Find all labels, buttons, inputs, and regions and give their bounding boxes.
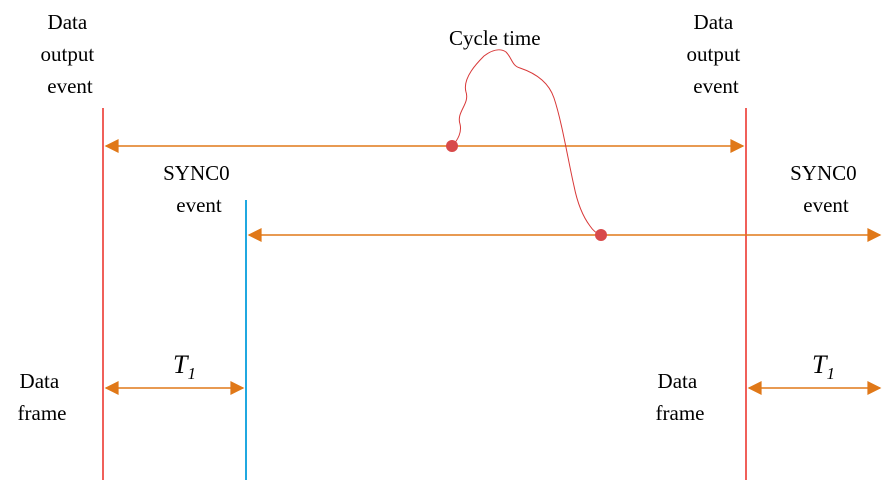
data-output-event-label-left: Data output event	[41, 10, 100, 98]
t1-label-left: T1	[173, 350, 196, 383]
cycle-time-marker-upper	[446, 140, 458, 152]
data-frame-label-left: Data frame	[18, 369, 67, 425]
cycle-time-label: Cycle time	[449, 26, 541, 50]
cycle-time-callout-curve	[451, 49, 602, 236]
sync0-event-label-right: SYNC0 event	[790, 161, 862, 217]
t1-label-right: T1	[812, 350, 835, 383]
data-output-event-label-right: Data output event	[687, 10, 746, 98]
data-frame-label-right: Data frame	[656, 369, 705, 425]
sync0-event-label-left: SYNC0 event	[163, 161, 235, 217]
cycle-time-marker-lower	[595, 229, 607, 241]
